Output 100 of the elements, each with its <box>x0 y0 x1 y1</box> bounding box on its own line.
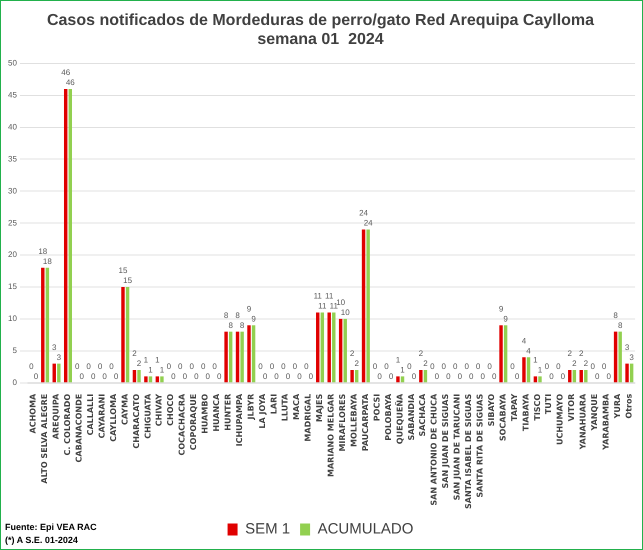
x-tick-label: CAYLLOMA <box>108 392 118 442</box>
data-label: 0 <box>384 362 390 371</box>
x-tick-label: SABANDIA <box>406 392 416 441</box>
x-tick-label: SAN ANTONIO DE CHUCA <box>430 392 439 506</box>
data-label: 0 <box>297 372 302 381</box>
data-label: 0 <box>407 362 412 371</box>
y-tick-label: 0 <box>12 378 18 387</box>
x-tick-label: MADRIGAL <box>304 394 313 442</box>
data-label: 0 <box>194 372 200 381</box>
data-label: 0 <box>189 362 194 371</box>
data-label: 0 <box>102 372 108 381</box>
x-tick-label: C. COLORADO <box>63 394 72 456</box>
data-label: 9 <box>498 304 504 314</box>
x-tick-label: PAUCARPATA <box>360 392 370 452</box>
x-tick-label: TIABAYA <box>521 392 530 432</box>
bar <box>240 332 244 382</box>
data-label: 0 <box>549 372 554 381</box>
bar <box>504 325 508 382</box>
data-label: 0 <box>492 372 497 381</box>
data-label: 46 <box>61 68 71 78</box>
x-tick-label: CAYMA <box>120 392 130 426</box>
data-label: 0 <box>308 372 314 381</box>
x-tick-label: YANAHUARA <box>578 392 588 450</box>
bar <box>580 370 583 382</box>
data-label: 11 <box>325 292 334 301</box>
data-label: 8 <box>224 310 229 320</box>
chart-title: Casos notificados de Mordeduras de perro/gato Red Arequipa Caylloma <box>46 12 594 30</box>
data-label: 0 <box>590 362 596 371</box>
data-label: 3 <box>624 342 630 352</box>
data-label: 0 <box>286 372 291 381</box>
data-label: 0 <box>281 362 286 371</box>
data-label: 0 <box>469 372 474 381</box>
bar <box>625 364 629 382</box>
data-label: 0 <box>258 362 264 371</box>
data-label: 1 <box>533 356 538 365</box>
data-label: 11 <box>318 302 328 311</box>
bar <box>499 325 503 382</box>
data-label: 2 <box>132 349 138 358</box>
bar <box>224 332 228 382</box>
x-tick-label: JLBYR <box>246 394 256 420</box>
source-note: Fuente: Epi VEA RAC <box>5 522 98 532</box>
text: (*) A S.E. 01-2024 <box>5 534 78 545</box>
x-tick-label: COPORAQUE <box>189 394 198 450</box>
x-tick-label: MARIANO MELGAR <box>326 394 336 477</box>
data-label: 0 <box>86 362 92 371</box>
data-label: 0 <box>377 372 382 381</box>
data-label: 46 <box>66 78 76 88</box>
data-label: 0 <box>178 362 184 371</box>
bar <box>366 229 370 382</box>
x-tick-label: CABANACONDE <box>74 394 84 462</box>
x-tick-label: HUANCA <box>212 392 221 432</box>
data-label: 0 <box>442 362 447 371</box>
data-label: 2 <box>136 359 142 368</box>
data-label: 2 <box>350 349 355 358</box>
data-label: 24 <box>359 208 369 218</box>
data-label: 0 <box>464 362 470 371</box>
bar <box>332 312 336 382</box>
x-tick-label: UCHUMAYO <box>556 394 565 446</box>
bar <box>126 286 130 382</box>
bar <box>630 364 634 382</box>
bar <box>534 376 538 382</box>
bar <box>327 312 331 382</box>
data-label: 3 <box>629 352 634 362</box>
x-tick-label: ACHOMA <box>28 392 38 434</box>
bar <box>419 370 423 382</box>
data-label: 2 <box>579 349 584 358</box>
bar <box>68 88 72 382</box>
y-tick-label: 10 <box>8 314 18 324</box>
data-label: 3 <box>56 352 62 362</box>
x-tick-label: CAYARANI <box>97 394 106 438</box>
data-label: 10 <box>336 298 346 308</box>
data-label: 9 <box>246 304 252 314</box>
data-label: 0 <box>514 372 520 381</box>
bar <box>41 268 45 382</box>
x-tick-label: TUTI <box>544 394 554 414</box>
data-label: 0 <box>304 362 310 371</box>
data-label: 0 <box>216 372 222 381</box>
data-label: 0 <box>90 372 96 381</box>
x-tick-label: LLUTA <box>280 392 290 422</box>
data-label: 8 <box>613 310 618 320</box>
data-label: 2 <box>354 359 360 368</box>
bar <box>568 370 572 382</box>
x-tick-label: SANTA ISABEL DE SIGUAS <box>464 394 474 509</box>
bar <box>344 318 347 382</box>
data-label: 0 <box>510 362 516 371</box>
y-tick-label: 25 <box>8 218 18 228</box>
x-tick-label: ALTO SELVA ALEGRE <box>40 394 50 484</box>
data-label: 2 <box>572 359 578 368</box>
y-tick-label: 30 <box>8 186 18 196</box>
data-label: 0 <box>292 362 298 371</box>
x-tick-label: TAPAY <box>510 394 519 422</box>
bar <box>64 88 68 382</box>
data-label: 1 <box>160 366 165 375</box>
bar <box>584 370 588 382</box>
bar <box>228 332 232 382</box>
x-tick-label: LA JOYA <box>258 392 267 429</box>
bar <box>316 312 320 382</box>
data-label: 4 <box>526 346 532 356</box>
data-label: 9 <box>503 314 508 324</box>
bar <box>156 376 160 382</box>
